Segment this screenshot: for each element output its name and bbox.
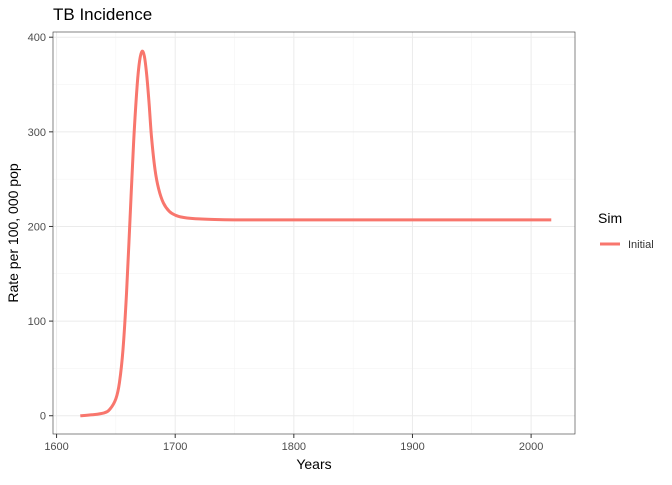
grid-layer [53, 32, 575, 434]
chart-title: TB Incidence [53, 5, 152, 24]
x-axis-label: Years [296, 456, 331, 472]
panel-border [52, 31, 576, 435]
x-tick-label: 1900 [400, 441, 424, 453]
x-tick-label: 1700 [163, 441, 187, 453]
legend-item-label: Initial [628, 239, 654, 251]
axis-layer: 1600 1700 1800 1900 2000 0 100 200 300 400 [28, 32, 544, 453]
legend: Sim Initial [598, 210, 654, 251]
y-tick-label: 100 [28, 316, 46, 328]
x-tick-label: 2000 [519, 441, 543, 453]
x-tick-label: 1800 [282, 441, 306, 453]
y-tick-label: 400 [28, 32, 46, 44]
series-line-initial [80, 49, 552, 418]
x-tick-label: 1600 [44, 441, 68, 453]
y-tick-label: 0 [40, 411, 46, 423]
legend-title: Sim [598, 210, 622, 226]
y-tick-label: 300 [28, 127, 46, 139]
series-layer [80, 49, 552, 418]
y-tick-label: 200 [28, 221, 46, 233]
y-axis-label: Rate per 100, 000 pop [5, 163, 21, 303]
